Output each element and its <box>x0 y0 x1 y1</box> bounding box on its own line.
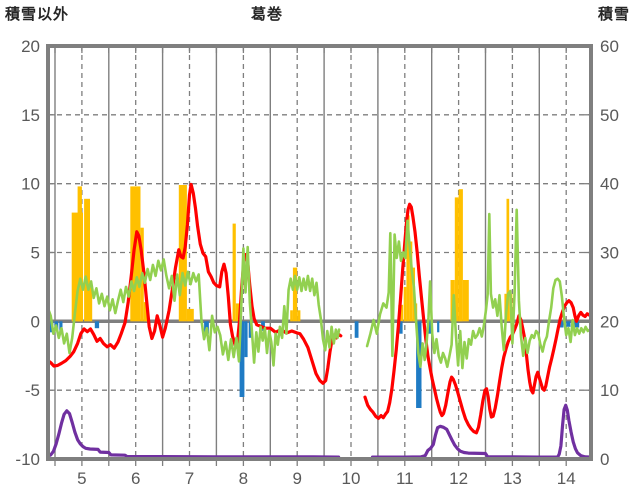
right-axis-tick-label: 60 <box>600 37 619 56</box>
purple-line <box>50 409 341 459</box>
orange-bars <box>506 198 510 322</box>
orange-bars <box>297 310 301 322</box>
orange-bars <box>290 310 293 322</box>
x-axis-tick-label: 12 <box>449 469 468 488</box>
orange-bars <box>458 189 463 322</box>
chart-title: 葛巻 <box>250 6 283 23</box>
x-axis-tick-label: 5 <box>77 469 86 488</box>
grid-layer <box>48 46 591 459</box>
orange-bars <box>462 280 469 322</box>
red-line <box>363 202 589 435</box>
orange-bars <box>130 186 141 322</box>
orange-bars <box>232 223 236 322</box>
left-axis-title: 積雪以外 <box>5 6 70 23</box>
green-line <box>365 208 589 370</box>
orange-bars <box>84 198 90 322</box>
x-axis-tick-label: 6 <box>131 469 140 488</box>
series-layer <box>50 182 589 459</box>
purple-line <box>370 403 589 459</box>
orange-bars <box>186 308 194 322</box>
orange-bars <box>235 303 240 322</box>
orange-bars <box>292 267 298 322</box>
right-axis-title: 積雪 <box>597 6 630 23</box>
blue-bars <box>437 321 440 333</box>
right-axis-tick-label: 20 <box>600 312 619 331</box>
left-axis-tick-label: 20 <box>21 37 40 56</box>
orange-bars <box>403 286 407 322</box>
x-axis-tick-label: 13 <box>503 469 522 488</box>
frame-layer <box>46 44 593 466</box>
blue-bars <box>566 321 571 327</box>
orange-bars <box>454 197 459 322</box>
blue-bars <box>354 321 359 338</box>
left-axis-tick-label: -10 <box>15 450 40 469</box>
blue-bars <box>239 321 245 397</box>
x-axis-tick-label: 8 <box>239 469 248 488</box>
right-axis-tick-label: 50 <box>600 106 619 125</box>
right-axis-tick-label: 40 <box>600 175 619 194</box>
blue-bars <box>94 321 100 329</box>
left-axis-tick-label: 5 <box>31 244 40 263</box>
left-axis-tick-label: 10 <box>21 175 40 194</box>
orange-bars <box>77 186 82 322</box>
orange-bars <box>406 215 410 322</box>
right-axis-tick-label: 10 <box>600 381 619 400</box>
blue-bars <box>427 321 432 334</box>
blue-bars <box>248 321 252 338</box>
blue-bars <box>244 321 248 358</box>
left-axis-tick-label: 0 <box>31 312 40 331</box>
orange-bars <box>143 302 148 322</box>
red-line <box>50 182 343 385</box>
x-axis-tick-label: 11 <box>396 469 414 488</box>
blue-bars <box>558 321 564 328</box>
plot-frame <box>46 44 593 461</box>
right-axis-tick-label: 0 <box>600 450 609 469</box>
x-axis-tick-label: 10 <box>342 469 361 488</box>
x-axis-tick-label: 7 <box>185 469 194 488</box>
blue-bars <box>399 321 403 334</box>
x-axis-tick-label: 14 <box>557 469 576 488</box>
green-line <box>50 245 341 367</box>
left-axis-tick-label: -5 <box>25 381 40 400</box>
orange-bars <box>409 241 413 322</box>
blue-bars <box>572 321 580 328</box>
right-axis-tick-label: 30 <box>600 244 619 263</box>
left-axis-tick-label: 15 <box>21 106 40 125</box>
orange-bars <box>71 212 83 322</box>
orange-bars <box>90 285 93 322</box>
x-axis-tick-label: 9 <box>292 469 301 488</box>
